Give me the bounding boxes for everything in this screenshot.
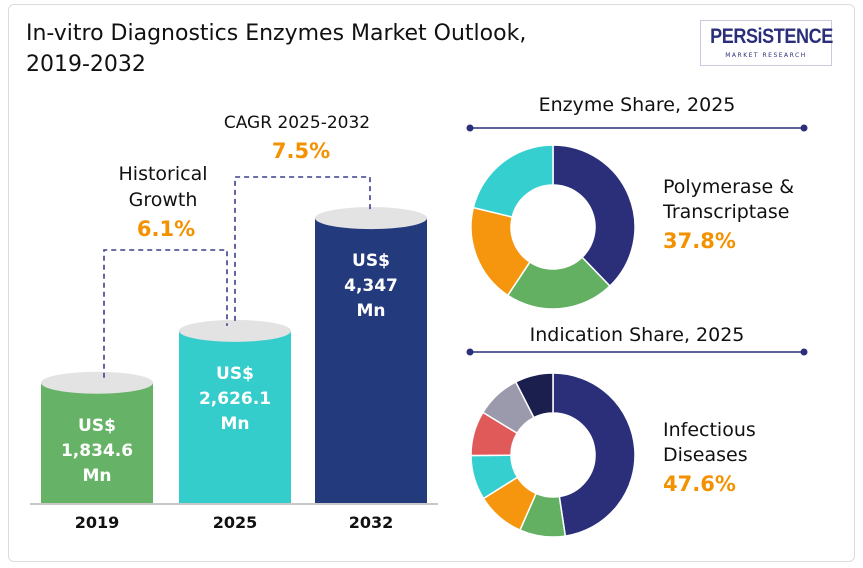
- x-tick-label: 2019: [75, 513, 120, 532]
- annotation-value: 6.1%: [137, 217, 195, 241]
- bar-value-label: US$: [352, 251, 390, 271]
- bar-value-label: Mn: [356, 301, 385, 321]
- rule-dot: [800, 124, 808, 132]
- title-line-1: In-vitro Diagnostics Enzymes Market Outl…: [26, 21, 527, 46]
- donut-slice: [552, 144, 636, 288]
- donut-slice: [552, 372, 636, 537]
- title-line-2: 2019-2032: [26, 52, 146, 77]
- annotation-value: 7.5%: [272, 139, 330, 163]
- slice-callout-value: 47.6%: [663, 472, 736, 496]
- slice-callout-label: Diseases: [663, 444, 748, 466]
- bar-value-label: US$: [216, 364, 254, 384]
- annotation-label: CAGR 2025-2032: [224, 113, 370, 133]
- bar-top-2025: [179, 319, 291, 342]
- logo-wordmark: PERSiSTENCE: [710, 25, 833, 48]
- cagr-connector-line: [234, 176, 371, 321]
- bar-value-label: 4,347: [344, 276, 398, 296]
- donut-title: Enzyme Share, 2025: [539, 94, 736, 116]
- bar-value-label: 1,834.6: [61, 441, 133, 461]
- growth-connector-line: [103, 249, 228, 378]
- bar-value-label: Mn: [220, 414, 249, 434]
- rule-dot: [800, 348, 808, 356]
- bar-2019: [41, 382, 153, 503]
- page-title: In-vitro Diagnostics Enzymes Market Outl…: [26, 18, 526, 80]
- bar-value-label: Mn: [82, 466, 111, 486]
- rule-dot: [466, 124, 474, 132]
- annotation-label: Historical: [119, 163, 208, 185]
- slice-callout-label: Polymerase &: [663, 176, 794, 198]
- slice-callout-value: 37.8%: [663, 229, 736, 253]
- bar-value-label: US$: [78, 416, 116, 436]
- brand-logo: PERSiSTENCE MARKET RESEARCH: [700, 20, 833, 66]
- bar-2032: [315, 218, 427, 503]
- logo-tagline: MARKET RESEARCH: [725, 52, 807, 59]
- bar-2025: [179, 330, 291, 503]
- donut-slice: [472, 144, 554, 218]
- bar-top-2019: [41, 371, 153, 394]
- x-tick-label: 2032: [349, 513, 394, 532]
- donut-title: Indication Share, 2025: [530, 324, 745, 346]
- slice-callout-label: Infectious: [663, 419, 756, 441]
- bar-value-label: 2,626.1: [199, 389, 271, 409]
- bar-top-2032: [315, 207, 427, 230]
- slice-callout-label: Transcriptase: [662, 201, 790, 223]
- donut-slice: [514, 372, 554, 419]
- annotation-label: Growth: [129, 189, 198, 211]
- x-tick-label: 2025: [213, 513, 258, 532]
- rule-dot: [466, 348, 474, 356]
